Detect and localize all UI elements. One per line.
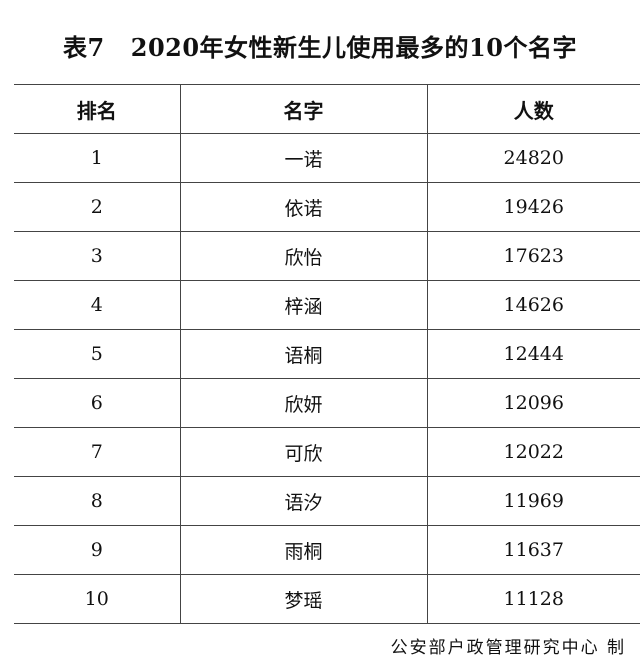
cell-rank: 4 [14, 280, 180, 330]
cell-count: 11969 [426, 476, 640, 526]
names-table: 排名 名字 人数 1 一诺 24820 2 依诺 19426 3 欣怡 17623 4 梓涵 1462… [14, 84, 640, 624]
cell-rank: 3 [14, 231, 180, 281]
cell-rank: 10 [14, 574, 180, 624]
table-row: 10 梦瑶 11128 [14, 574, 640, 624]
cell-count: 12022 [426, 427, 640, 477]
cell-name: 语桐 [179, 329, 427, 379]
cell-count: 12444 [426, 329, 640, 379]
cell-count: 11128 [426, 574, 640, 624]
cell-count: 12096 [426, 378, 640, 428]
table-row: 8 语汐 11969 [14, 476, 640, 526]
cell-name: 梦瑶 [179, 574, 427, 624]
source-note: 公安部户政管理研究中心 制 [390, 638, 626, 658]
table-title: 表7 2020年女性新生儿使用最多的10个名字 [0, 28, 640, 63]
cell-name: 梓涵 [179, 280, 427, 330]
header-name: 名字 [179, 84, 427, 134]
cell-rank: 6 [14, 378, 180, 428]
cell-count: 24820 [426, 133, 640, 183]
cell-rank: 2 [14, 182, 180, 232]
cell-name: 雨桐 [179, 525, 427, 575]
cell-count: 14626 [426, 280, 640, 330]
cell-rank: 1 [14, 133, 180, 183]
table-row: 1 一诺 24820 [14, 133, 640, 183]
table-row: 9 雨桐 11637 [14, 525, 640, 575]
cell-name: 欣怡 [179, 231, 427, 281]
cell-count: 19426 [426, 182, 640, 232]
table-row: 5 语桐 12444 [14, 329, 640, 379]
cell-rank: 7 [14, 427, 180, 477]
table-row: 6 欣妍 12096 [14, 378, 640, 428]
cell-name: 一诺 [179, 133, 427, 183]
header-count: 人数 [426, 84, 640, 134]
table-caption: 2020年女性新生儿使用最多的10个名字 [130, 33, 577, 62]
cell-rank: 9 [14, 525, 180, 575]
table-row: 3 欣怡 17623 [14, 231, 640, 281]
cell-name: 依诺 [179, 182, 427, 232]
header-rank: 排名 [14, 84, 180, 134]
cell-name: 语汐 [179, 476, 427, 526]
cell-rank: 8 [14, 476, 180, 526]
cell-rank: 5 [14, 329, 180, 379]
cell-name: 欣妍 [179, 378, 427, 428]
cell-count: 17623 [426, 231, 640, 281]
cell-name: 可欣 [179, 427, 427, 477]
table-row: 4 梓涵 14626 [14, 280, 640, 330]
cell-count: 11637 [426, 525, 640, 575]
header-row: 排名 名字 人数 [14, 84, 640, 134]
table-number: 表7 [63, 33, 105, 62]
table-row: 7 可欣 12022 [14, 427, 640, 477]
table-row: 2 依诺 19426 [14, 182, 640, 232]
